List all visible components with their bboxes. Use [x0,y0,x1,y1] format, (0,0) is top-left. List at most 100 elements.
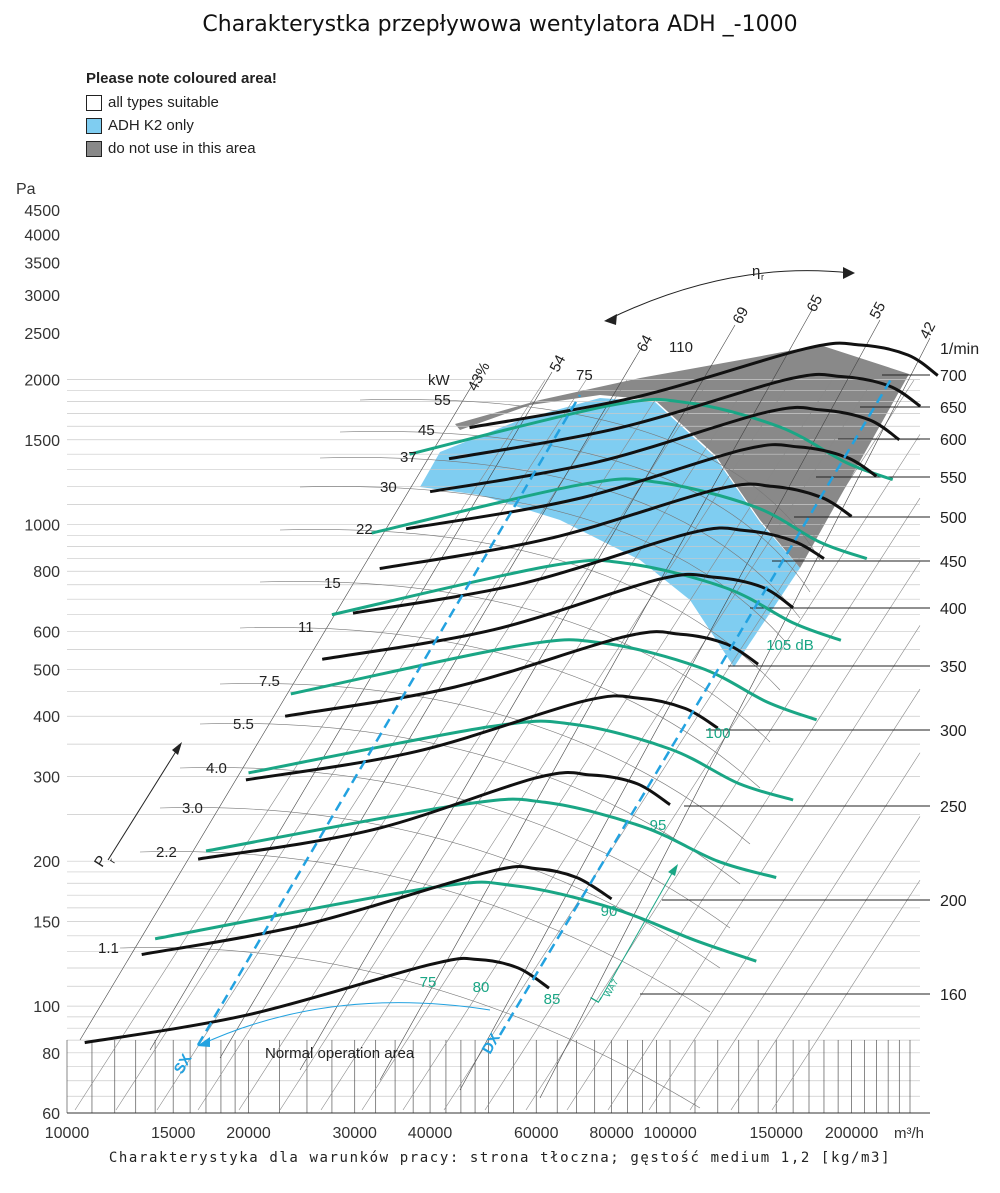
efficiency-label: 69 [730,304,753,327]
power-label: 37 [400,449,417,466]
eta-arrowhead-left [604,314,617,325]
speed-label: 400 [940,601,967,618]
x-tick-label: 40000 [408,1125,453,1142]
x-tick-label: 15000 [151,1125,196,1142]
efficiency-label: 65 [804,292,827,315]
sound-curve [205,797,777,879]
system-line [443,379,915,1111]
system-line [484,434,921,1111]
speed-curve [197,771,671,861]
sound-curve [248,719,794,802]
lwa-subscript: WA7 [602,977,620,999]
system-line [74,379,546,1111]
y-tick-label: 3000 [24,288,60,305]
efficiency-label: 64 [634,332,657,355]
speed-label: 550 [940,470,967,487]
sound-curve [154,880,757,963]
system-line [607,625,921,1111]
speed-curve [141,864,613,956]
efficiency-label: 42 [917,319,940,342]
normal-operation-label: Normal operation area [265,1045,415,1062]
power-line [359,399,821,561]
speed-curve [245,694,719,782]
x-tick-label: 200000 [825,1125,878,1142]
y-tick-label: 3500 [24,256,60,273]
legend-label: do not use in this area [108,140,256,157]
y-tick-label: 2500 [24,326,60,343]
x-tick-label: 10000 [45,1125,90,1142]
power-line [339,431,811,593]
speed-label: 350 [940,659,967,676]
normal-area-arc [199,1002,491,1046]
legend-swatch-white [86,94,102,111]
power-line [319,457,801,619]
coloured-regions [420,345,909,667]
speed-label: 160 [940,987,967,1004]
normal-area-arrowhead [197,1037,210,1047]
speed-label: 250 [940,799,967,816]
legend-label: ADH K2 only [108,117,194,134]
power-line [179,767,731,929]
power-line [299,486,791,648]
sx-line [196,394,582,1046]
y-tick-label: 100 [33,999,60,1016]
efficiency-ray [379,309,813,1081]
power-label: 2.2 [156,844,177,861]
speed-curve [84,956,550,1045]
efficiency-label: 55 [867,299,890,322]
efficiency-ray [149,371,553,1051]
x-tick-label: 100000 [643,1125,696,1142]
y-tick-label: 800 [33,564,60,581]
power-label: 5.5 [233,716,254,733]
sound-level-label: 100 [705,725,730,742]
legend-item-k2: ADH K2 only [86,114,277,137]
power-line [159,807,721,969]
speed-curve [284,630,759,718]
y-tick-label: 600 [33,624,60,641]
system-line [402,379,874,1111]
system-line [525,497,921,1111]
power-line [119,947,701,1109]
power-label: 15 [324,575,341,592]
power-label: 45 [418,422,435,439]
power-line [219,683,751,845]
y-tick-label: 300 [33,769,60,786]
y-tick-label: 500 [33,663,60,680]
sound-level-label: 105 dB [766,637,814,654]
y-tick-label: 80 [42,1046,60,1063]
sound-curve [290,638,818,722]
eta-arrowhead [843,267,855,279]
lwa-arrow-line [599,867,676,1001]
pr-label: P [91,853,111,871]
y-tick-label: 2000 [24,373,60,390]
power-label: 30 [380,479,397,496]
power-unit-label: kW [428,372,451,389]
system-line [197,379,669,1111]
power-label: 11 [298,619,314,636]
legend-swatch-blue [86,117,102,134]
efficiency-label: 43% [465,359,494,393]
y-tick-label: 4000 [24,228,60,245]
y-axis-label: Pa [16,181,36,198]
speed-label: 500 [940,510,967,527]
eta-label: η [752,263,760,280]
pr-arrowhead [172,742,182,755]
system-line [361,379,833,1111]
sound-level-label: 75 [420,974,437,991]
tick-labels: 60 80 100 150 200 300 400 500 600 800 1000 1500 2000… [16,181,979,1142]
x-tick-label: 60000 [514,1125,559,1142]
system-line [771,879,921,1111]
speed-label: 200 [940,893,967,910]
power-label: 1.1 [98,940,119,957]
curve-label-75: 75 [576,367,593,384]
eta-arc [606,270,851,321]
speed-curve [429,405,901,494]
speed-label: 650 [940,400,967,417]
sound-level-label: 90 [601,903,618,920]
y-tick-label: 4500 [24,203,60,220]
lwa-arrowhead [668,864,678,876]
pr-subscript: r [107,856,118,865]
efficiency-ray [299,324,736,1071]
system-line [566,561,921,1111]
